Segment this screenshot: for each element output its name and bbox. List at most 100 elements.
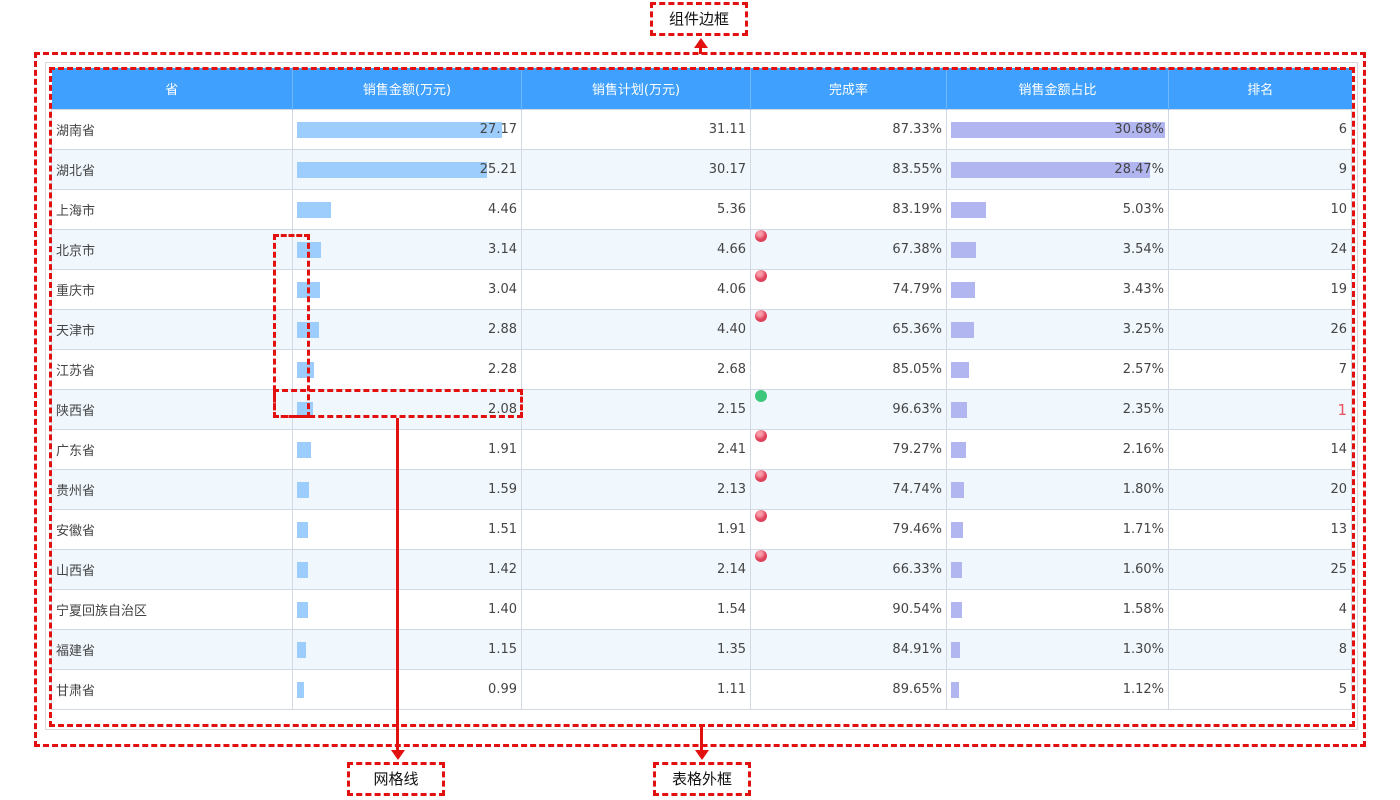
column-header-rate[interactable]: 完成率	[750, 68, 947, 110]
table-row[interactable]: 广东省 1.91 2.41 79.27% 2.16% 14	[51, 429, 1352, 470]
province-cell: 广东省	[51, 429, 293, 470]
rate-cell: 87.33%	[750, 109, 947, 150]
plan-cell: 4.40	[521, 309, 751, 350]
table-row[interactable]: 甘肃省 0.99 1.11 89.65% 1.12% 5	[51, 669, 1352, 710]
rank-cell: 14	[1168, 429, 1352, 470]
sales-value: 1.40	[488, 602, 517, 617]
table-row[interactable]: 湖北省 25.21 30.17 83.55% 28.47% 9	[51, 149, 1352, 190]
rate-cell: 85.05%	[750, 349, 947, 390]
sales-bar	[297, 282, 320, 298]
share-value: 3.43%	[1122, 282, 1164, 297]
rate-cell: 79.46%	[750, 509, 947, 550]
table-row[interactable]: 贵州省 1.59 2.13 74.74% 1.80% 20	[51, 469, 1352, 510]
table-row[interactable]: 宁夏回族自治区 1.40 1.54 90.54% 1.58% 4	[51, 589, 1352, 630]
plan-cell: 2.15	[521, 389, 751, 430]
rate-cell: 89.65%	[750, 669, 947, 710]
column-header-sales[interactable]: 销售金额(万元)	[292, 68, 522, 110]
share-cell: 2.35%	[946, 389, 1169, 430]
table-row[interactable]: 天津市 2.88 4.40 65.36% 3.25% 26	[51, 309, 1352, 350]
rank-cell: 25	[1168, 549, 1352, 590]
sales-value: 0.99	[488, 682, 517, 697]
rate-value: 79.46%	[892, 522, 942, 537]
rate-value: 83.19%	[892, 202, 942, 217]
rank-cell: 4	[1168, 589, 1352, 630]
rate-cell: 65.36%	[750, 309, 947, 350]
column-header-province[interactable]: 省	[51, 68, 293, 110]
sales-table: 省 销售金额(万元) 销售计划(万元) 完成率 销售金额占比 排名 湖南省 27.…	[51, 68, 1352, 710]
share-bar	[951, 122, 1165, 138]
sales-value: 1.15	[488, 642, 517, 657]
sales-value: 3.04	[488, 282, 517, 297]
sales-value: 1.59	[488, 482, 517, 497]
share-cell: 3.25%	[946, 309, 1169, 350]
share-value: 2.35%	[1122, 402, 1164, 417]
sales-cell: 25.21	[292, 149, 522, 190]
share-value: 1.60%	[1122, 562, 1164, 577]
share-cell: 1.30%	[946, 629, 1169, 670]
plan-cell: 2.68	[521, 349, 751, 390]
table-row[interactable]: 安徽省 1.51 1.91 79.46% 1.71% 13	[51, 509, 1352, 550]
table-row[interactable]: 福建省 1.15 1.35 84.91% 1.30% 8	[51, 629, 1352, 670]
table-row[interactable]: 重庆市 3.04 4.06 74.79% 3.43% 19	[51, 269, 1352, 310]
sales-cell: 2.28	[292, 349, 522, 390]
share-cell: 5.03%	[946, 189, 1169, 230]
table-row[interactable]: 湖南省 27.17 31.11 87.33% 30.68% 6	[51, 109, 1352, 150]
grid-line-label: 网格线	[347, 762, 445, 796]
rate-cell: 79.27%	[750, 429, 947, 470]
share-bar	[951, 402, 968, 418]
share-cell: 3.43%	[946, 269, 1169, 310]
share-value: 1.80%	[1122, 482, 1164, 497]
share-cell: 1.12%	[946, 669, 1169, 710]
component-border-connector	[699, 46, 702, 54]
share-cell: 30.68%	[946, 109, 1169, 150]
share-bar	[951, 162, 1150, 178]
sales-bar	[297, 242, 321, 258]
grid-line-connector	[396, 418, 399, 750]
sales-bar	[297, 682, 305, 698]
share-cell: 1.80%	[946, 469, 1169, 510]
table-row[interactable]: 山西省 1.42 2.14 66.33% 1.60% 25	[51, 549, 1352, 590]
province-cell: 江苏省	[51, 349, 293, 390]
province-cell: 山西省	[51, 549, 293, 590]
table-body: 湖南省 27.17 31.11 87.33% 30.68% 6 湖北省 25.21 30.17 8…	[51, 109, 1352, 710]
share-bar	[951, 522, 963, 538]
status-red-dot-icon	[755, 550, 767, 562]
sales-bar	[297, 562, 308, 578]
province-cell: 安徽省	[51, 509, 293, 550]
rate-cell: 84.91%	[750, 629, 947, 670]
share-cell: 3.54%	[946, 229, 1169, 270]
rank-cell: 24	[1168, 229, 1352, 270]
sales-cell: 1.59	[292, 469, 522, 510]
share-bar	[951, 642, 961, 658]
column-header-share[interactable]: 销售金额占比	[946, 68, 1169, 110]
plan-cell: 31.11	[521, 109, 751, 150]
table-row[interactable]: 上海市 4.46 5.36 83.19% 5.03% 10	[51, 189, 1352, 230]
province-cell: 湖北省	[51, 149, 293, 190]
sales-cell: 4.46	[292, 189, 522, 230]
rate-value: 96.63%	[892, 402, 942, 417]
rank-cell: 6	[1168, 109, 1352, 150]
province-cell: 北京市	[51, 229, 293, 270]
rate-value: 87.33%	[892, 122, 942, 137]
column-header-rank[interactable]: 排名	[1168, 68, 1352, 110]
rate-value: 65.36%	[892, 322, 942, 337]
table-row[interactable]: 江苏省 2.28 2.68 85.05% 2.57% 7	[51, 349, 1352, 390]
sales-value: 1.42	[488, 562, 517, 577]
table-row[interactable]: 陕西省 2.08 2.15 96.63% 2.35% 1	[51, 389, 1352, 430]
sales-cell: 2.08	[292, 389, 522, 430]
plan-cell: 1.11	[521, 669, 751, 710]
sales-bar	[297, 122, 502, 138]
sales-cell: 1.91	[292, 429, 522, 470]
rate-cell: 83.19%	[750, 189, 947, 230]
rate-value: 89.65%	[892, 682, 942, 697]
rank-cell: 8	[1168, 629, 1352, 670]
sales-value: 3.14	[488, 242, 517, 257]
share-cell: 28.47%	[946, 149, 1169, 190]
sales-cell: 3.04	[292, 269, 522, 310]
rank-cell: 13	[1168, 509, 1352, 550]
province-cell: 重庆市	[51, 269, 293, 310]
column-header-plan[interactable]: 销售计划(万元)	[521, 68, 751, 110]
share-value: 2.57%	[1122, 362, 1164, 377]
table-row[interactable]: 北京市 3.14 4.66 67.38% 3.54% 24	[51, 229, 1352, 270]
sales-value: 25.21	[479, 162, 517, 177]
